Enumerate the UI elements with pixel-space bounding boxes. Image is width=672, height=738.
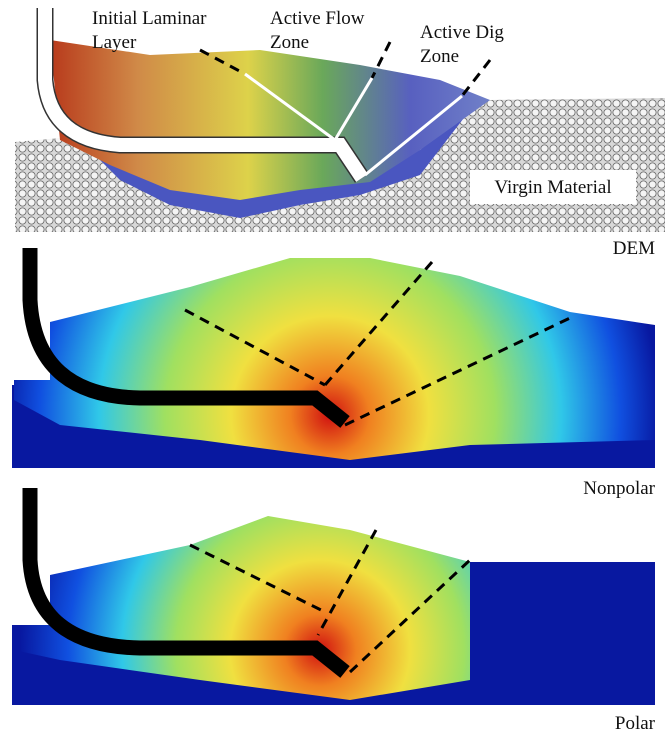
annotation-line-text: Active Flow bbox=[270, 8, 365, 29]
annotation-line-text: Initial Laminar bbox=[92, 8, 207, 29]
annotation-line-text: Virgin Material bbox=[494, 177, 611, 198]
nonpolar-panel: Nonpolar bbox=[12, 248, 656, 499]
figure: Initial Laminar Layer Active Flow Zone Act… bbox=[0, 0, 672, 738]
panel-caption: Nonpolar bbox=[583, 478, 655, 499]
polar-panel: Polar bbox=[12, 488, 656, 734]
panel-caption: DEM bbox=[613, 238, 655, 259]
annotation-line-text: Layer bbox=[92, 32, 137, 53]
annotation-line-text: Zone bbox=[270, 32, 309, 53]
soil-pile bbox=[14, 258, 655, 460]
annotation: Active Flow Zone bbox=[270, 8, 365, 53]
annotation: Initial Laminar Layer bbox=[92, 8, 207, 53]
panel-caption: Polar bbox=[615, 713, 656, 734]
annotation: Active Dig Zone bbox=[420, 22, 504, 67]
annotation-line bbox=[462, 60, 490, 96]
annotation: Virgin Material bbox=[494, 177, 611, 198]
annotation-line-text: Active Dig bbox=[420, 22, 504, 43]
soil bbox=[470, 562, 655, 632]
annotation-line-text: Zone bbox=[420, 46, 459, 67]
dem-panel: Initial Laminar Layer Active Flow Zone Act… bbox=[15, 8, 665, 259]
